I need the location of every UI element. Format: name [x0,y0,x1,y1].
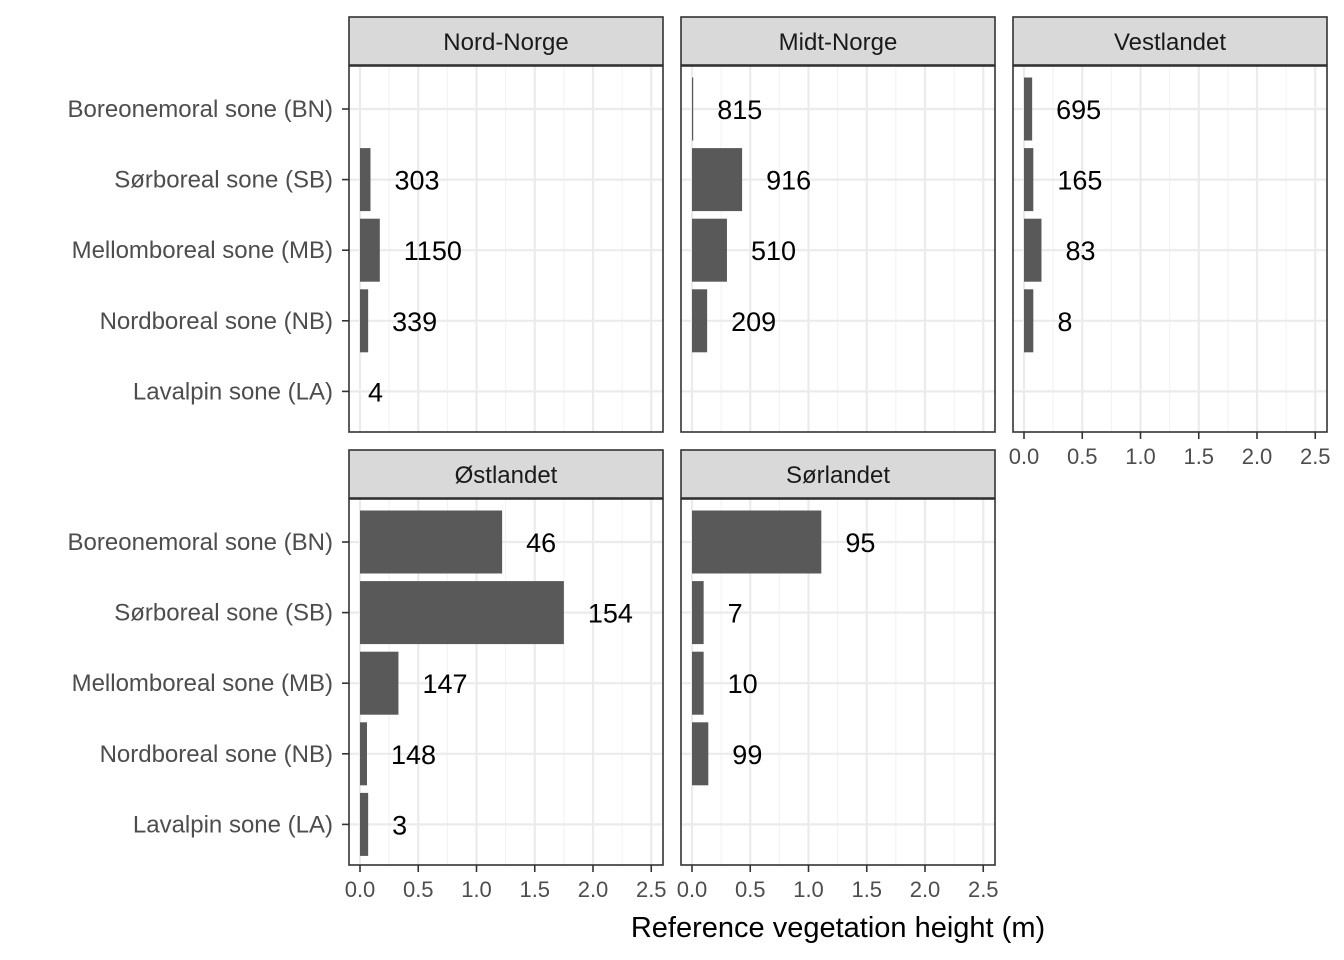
value-label: 1150 [404,236,462,266]
x-tick-label: 2.5 [1300,444,1331,469]
bar-ostlandet-nordboreal-sone-nb [360,722,367,786]
facet-strip-label: Nord-Norge [443,29,568,56]
y-tick-label: Boreonemoral sone (BN) [68,529,333,556]
panel-border [1012,65,1328,433]
x-tick-label: 1.5 [851,877,882,902]
value-label: 46 [526,528,556,558]
y-tick-label: Mellomboreal sone (MB) [72,670,333,697]
value-label: 95 [845,528,875,558]
x-tick-label: 0.0 [1009,444,1040,469]
value-label: 209 [731,307,776,337]
value-label: 83 [1065,236,1095,266]
facet-strip-label: Midt-Norge [779,29,898,56]
y-tick-label: Lavalpin sone (LA) [133,811,333,838]
value-label: 4 [368,377,383,407]
x-tick-label: 1.5 [1183,444,1214,469]
value-label: 8 [1057,307,1072,337]
facet-panel-midt-norge: 815 916 510 209 Midt-Norge [680,16,996,433]
bar-sorlandet-sorboreal-sone-sb [692,581,704,645]
facet-panel-nord-norge: 303 1150 339 4 Nord-Norge Boreonemoral sone (… [68,16,664,433]
x-tick-label: 2.5 [968,877,999,902]
bar-midt-norge-mellomboreal-sone-mb [692,218,727,282]
value-label: 7 [728,599,743,629]
x-tick-label: 1.0 [1125,444,1156,469]
value-label: 10 [728,669,758,699]
x-tick-label: 2.5 [636,877,667,902]
bar-vestlandet-mellomboreal-sone-mb [1024,218,1042,282]
bar-vestlandet-boreonemoral-sone-bn [1024,77,1033,141]
bar-vestlandet-nordboreal-sone-nb [1024,289,1034,353]
facet-panel-ostlandet: 46 154 147 148 3 Østlandet Boreonemoral sone (… [68,449,667,902]
x-tick-label: 2.0 [578,877,609,902]
x-axis-title: Reference vegetation height (m) [631,912,1045,944]
bar-vestlandet-sorboreal-sone-sb [1024,148,1034,212]
bar-ostlandet-boreonemoral-sone-bn [360,510,503,574]
facet-strip-label: Sørlandet [786,462,890,489]
bar-midt-norge-boreonemoral-sone-bn [692,77,694,141]
value-label: 3 [392,810,407,840]
facet-strip-label: Vestlandet [1114,29,1226,56]
x-tick-label: 2.0 [1242,444,1273,469]
facet-strip [1012,16,1328,66]
value-label: 147 [422,669,467,699]
x-tick-label: 0.0 [345,877,376,902]
value-label: 165 [1057,166,1102,196]
value-label: 339 [392,307,437,337]
y-tick-label: Nordboreal sone (NB) [100,308,333,335]
value-label: 695 [1056,95,1101,125]
x-tick-label: 0.5 [1067,444,1098,469]
bar-nord-norge-nordboreal-sone-nb [360,289,369,353]
y-tick-label: Sørboreal sone (SB) [114,167,333,194]
value-label: 148 [391,740,436,770]
bar-ostlandet-sorboreal-sone-sb [360,581,564,645]
value-label: 510 [751,236,796,266]
value-label: 154 [588,599,633,629]
y-tick-label: Lavalpin sone (LA) [133,378,333,405]
bar-nord-norge-sorboreal-sone-sb [360,148,371,212]
x-tick-label: 0.5 [403,877,434,902]
value-label: 916 [766,166,811,196]
panel-border [680,65,996,433]
panel-border [680,498,996,866]
facet-panel-vestlandet: 695 165 83 8 Vestlandet 0.0 0.5 1.0 1.5 2.0 2.5 [1009,16,1331,469]
facet-panel-sorlandet: 95 7 10 99 Sørlandet 0.0 0.5 1.0 1.5 2.0 2.5 [677,449,999,902]
bar-midt-norge-nordboreal-sone-nb [692,289,708,353]
value-label: 303 [394,166,439,196]
x-tick-label: 1.5 [519,877,550,902]
value-label: 815 [717,95,762,125]
y-tick-label: Sørboreal sone (SB) [114,600,333,627]
x-tick-label: 0.0 [677,877,708,902]
facet-strip [680,449,996,499]
facet-strip [348,16,664,66]
x-tick-label: 1.0 [461,877,492,902]
bar-sorlandet-nordboreal-sone-nb [692,722,709,786]
bar-nord-norge-mellomboreal-sone-mb [360,218,380,282]
bar-ostlandet-lavalpin-sone-la [360,792,369,856]
panel-border [348,65,664,433]
panel-border [348,498,664,866]
facet-strip [348,449,664,499]
bar-ostlandet-mellomboreal-sone-mb [360,651,399,715]
facet-strip-label: Østlandet [455,462,558,489]
x-tick-label: 2.0 [910,877,941,902]
y-tick-label: Nordboreal sone (NB) [100,741,333,768]
x-tick-label: 1.0 [793,877,824,902]
y-tick-label: Mellomboreal sone (MB) [72,237,333,264]
bar-sorlandet-mellomboreal-sone-mb [692,651,704,715]
facet-strip [680,16,996,66]
bar-sorlandet-boreonemoral-sone-bn [692,510,822,574]
value-label: 99 [732,740,762,770]
bar-midt-norge-sorboreal-sone-sb [692,148,743,212]
y-tick-label: Boreonemoral sone (BN) [68,96,333,123]
x-tick-label: 0.5 [735,877,766,902]
facet-panels: 303 1150 339 4 Nord-Norge Boreonemoral sone (… [68,16,1331,902]
